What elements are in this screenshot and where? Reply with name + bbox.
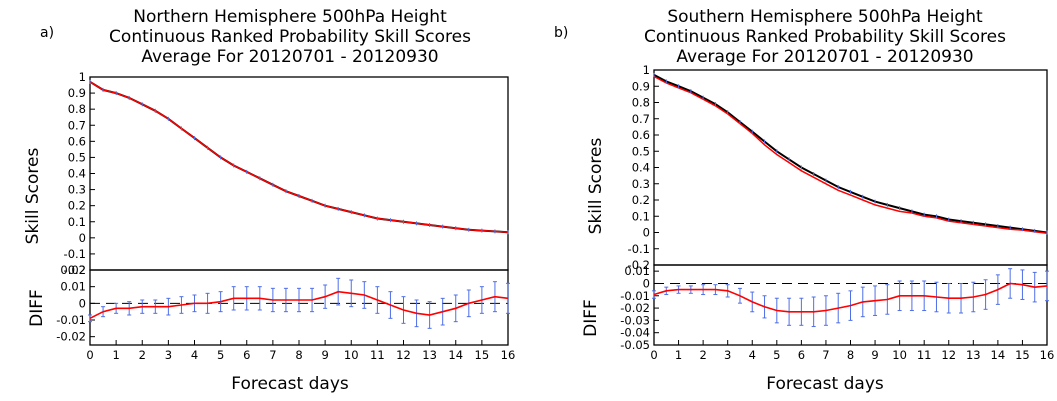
panel-b-x-tick-label: 4 xyxy=(749,348,756,362)
panel-b-x-tick-label: 1 xyxy=(675,348,682,362)
panel-a-top-y-tick-label: 0 xyxy=(79,231,86,245)
panel-b-top-y-tick-label: 0.3 xyxy=(632,177,650,191)
panel-b-top-y-tick-label: 0.9 xyxy=(632,79,650,93)
panel-b-x-tick-label: 10 xyxy=(892,348,907,362)
panel-a-x-tick-label: 10 xyxy=(344,348,359,362)
panel-b-title-line-3: Average For 20120701 - 20120930 xyxy=(676,47,973,67)
panel-b-top-y-tick-label: 0.6 xyxy=(632,128,650,142)
panel-b-x-tick-label: 12 xyxy=(941,348,956,362)
panel-a-title-line-1: Northern Hemisphere 500hPa Height xyxy=(133,7,447,27)
panel-b-top-series-black-line xyxy=(653,74,1048,234)
panel-a-x-tick-label: 2 xyxy=(139,348,146,362)
panel-a-top-y-tick-label: -0.1 xyxy=(64,247,86,261)
panel-a-x-tick-label: 8 xyxy=(295,348,302,362)
panel-a-x-tick-label: 11 xyxy=(370,348,385,362)
panel-b-x-tick-label: 2 xyxy=(699,348,706,362)
panel-a-top-ylabel: Skill Scores xyxy=(23,148,43,245)
panel-b-top-y-tick-label: -0.1 xyxy=(628,242,650,256)
panel-b-xlabel: Forecast days xyxy=(766,374,884,394)
panel-a-top-y-tick-label: -0.2 xyxy=(64,263,86,277)
panel-b-x-tick-label: 9 xyxy=(871,348,878,362)
panel-b-x-tick-label: 16 xyxy=(1040,348,1055,362)
panel-b: b) Southern Hemisphere 500hPa Height Con… xyxy=(554,7,1054,394)
panel-b-bottom-y-tick-label: -0.01 xyxy=(620,289,650,303)
panel-a-top-y-tick-label: 0.7 xyxy=(68,118,86,132)
panel-a-x-tick-label: 12 xyxy=(396,348,411,362)
panel-a-x-tick-label: 1 xyxy=(112,348,119,362)
panel-b-title-line-1: Southern Hemisphere 500hPa Height xyxy=(667,7,983,27)
panel-a-top-y-tick-label: 0.4 xyxy=(68,167,86,181)
panel-a-top-y-tick-label: 0.1 xyxy=(68,215,86,229)
panel-b-top-frame xyxy=(653,69,1048,266)
panel-b-top-y-tick-label: 0.1 xyxy=(632,209,650,223)
panel-a-x-tick-label: 5 xyxy=(217,348,224,362)
panel-a-bottom-y-tick-label: 0 xyxy=(79,296,86,310)
panel-b-top-y-tick-label: 1 xyxy=(643,63,650,77)
panel-b-diff-line xyxy=(653,282,1048,313)
panel-a-top-y-tick-label: 0.9 xyxy=(68,86,86,100)
panel-a-top-y-tick-label: 0.3 xyxy=(68,183,86,197)
panel-b-top-y-tick-label: 0.4 xyxy=(632,161,650,175)
panel-b-top-y-tick-label: 0.5 xyxy=(632,144,650,158)
panel-b-bottom-y-tick-label: -0.03 xyxy=(620,313,650,327)
panel-b-bottom-y-tick-label: 0.01 xyxy=(624,264,650,278)
panel-a: a) Northern Hemisphere 500hPa Height Con… xyxy=(23,7,515,394)
panel-a-x-tick-label: 4 xyxy=(191,348,198,362)
panel-a-x-tick-label: 3 xyxy=(165,348,172,362)
panel-a-x-tick-label: 6 xyxy=(243,348,250,362)
panel-a-top-y-tick-label: 0.8 xyxy=(68,102,86,116)
panel-b-x-tick-label: 15 xyxy=(1015,348,1030,362)
panel-b-bottom-ylabel: DIFF xyxy=(581,299,601,337)
panel-a-x-tick-label: 16 xyxy=(501,348,516,362)
panel-a-top-series-black-line xyxy=(89,80,509,234)
panel-b-x-tick-label: 14 xyxy=(991,348,1006,362)
panel-a-diff-line xyxy=(89,290,509,320)
panel-b-x-tick-label: 0 xyxy=(650,348,657,362)
panel-a-bottom-y-tick-label: -0.01 xyxy=(56,313,86,327)
panel-a-bottom-y-tick-label: 0.01 xyxy=(60,280,86,294)
panel-b-x-tick-label: 11 xyxy=(917,348,932,362)
panel-a-xlabel: Forecast days xyxy=(231,374,349,394)
panel-b-top-series-red-line xyxy=(653,75,1048,235)
panel-b-bottom-y-tick-label: 0 xyxy=(643,276,650,290)
panel-a-top-y-tick-label: 0.5 xyxy=(68,150,86,164)
panel-b-x-tick-label: 6 xyxy=(798,348,805,362)
panel-b-top-ylabel: Skill Scores xyxy=(586,138,606,235)
panel-a-x-tick-label: 14 xyxy=(448,348,463,362)
panel-b-label: b) xyxy=(554,25,568,41)
panel-b-title-line-2: Continuous Ranked Probability Skill Scor… xyxy=(644,27,1006,47)
panel-b-top-y-tick-label: -0.2 xyxy=(628,258,650,272)
panel-a-label: a) xyxy=(40,25,54,41)
panel-a-top-series-red-line xyxy=(89,81,509,233)
panel-b-x-tick-label: 13 xyxy=(966,348,981,362)
panel-b-x-tick-label: 8 xyxy=(847,348,854,362)
panel-a-bottom-y-tick-label: 0.02 xyxy=(60,263,86,277)
panel-a-title-line-2: Continuous Ranked Probability Skill Scor… xyxy=(109,27,471,47)
panel-b-top-y-tick-label: 0 xyxy=(643,226,650,240)
panel-b-top-y-tick-label: 0.2 xyxy=(632,193,650,207)
panel-b-bottom-y-tick-label: -0.02 xyxy=(620,301,650,315)
panel-a-x-tick-label: 13 xyxy=(422,348,437,362)
panel-a-bottom-ylabel: DIFF xyxy=(27,289,47,327)
panel-b-x-tick-label: 5 xyxy=(773,348,780,362)
panel-a-x-tick-label: 7 xyxy=(269,348,276,362)
panel-b-x-tick-label: 3 xyxy=(724,348,731,362)
panel-b-bottom-y-tick-label: -0.04 xyxy=(620,326,650,340)
panel-a-title-line-3: Average For 20120701 - 20120930 xyxy=(141,47,438,67)
panel-a-x-tick-label: 9 xyxy=(321,348,328,362)
panel-a-top-y-tick-label: 0.6 xyxy=(68,134,86,148)
panel-b-bottom-y-tick-label: -0.05 xyxy=(620,338,650,352)
panel-b-top-y-tick-label: 0.8 xyxy=(632,96,650,110)
panel-a-x-tick-label: 15 xyxy=(475,348,490,362)
panel-a-x-tick-label: 0 xyxy=(86,348,93,362)
panel-b-x-tick-label: 7 xyxy=(822,348,829,362)
panel-a-top-y-tick-label: 1 xyxy=(79,70,86,84)
panel-b-top-y-tick-label: 0.7 xyxy=(632,112,650,126)
panel-a-top-y-tick-label: 0.2 xyxy=(68,199,86,213)
panel-a-bottom-y-tick-label: -0.02 xyxy=(56,330,86,344)
panel-a-top-frame xyxy=(89,76,509,271)
